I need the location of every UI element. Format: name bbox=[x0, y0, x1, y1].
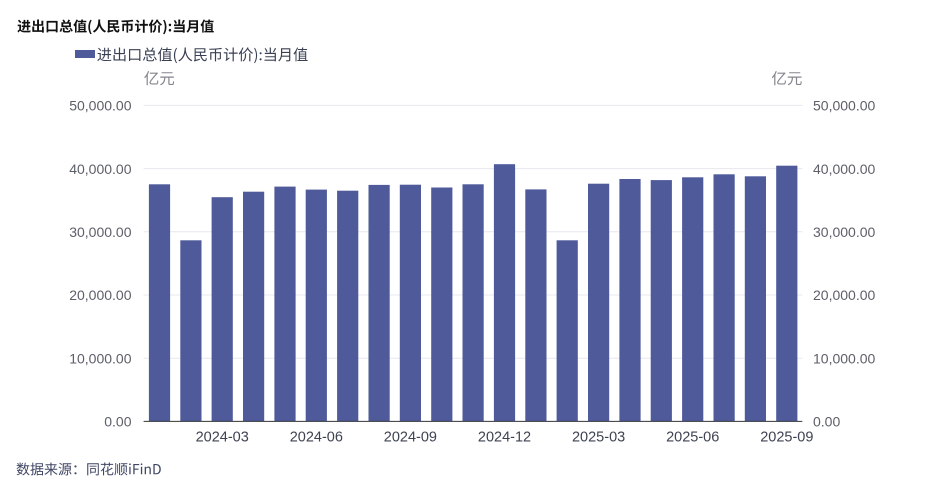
svg-text:2025-03: 2025-03 bbox=[572, 429, 625, 445]
svg-text:2024-06: 2024-06 bbox=[290, 429, 343, 445]
svg-text:30,000.00: 30,000.00 bbox=[69, 224, 131, 240]
svg-text:30,000.00: 30,000.00 bbox=[813, 224, 875, 240]
svg-text:40,000.00: 40,000.00 bbox=[813, 161, 875, 177]
svg-text:10,000.00: 10,000.00 bbox=[813, 350, 875, 366]
svg-text:2024-12: 2024-12 bbox=[478, 429, 531, 445]
svg-text:20,000.00: 20,000.00 bbox=[69, 287, 131, 303]
svg-text:40,000.00: 40,000.00 bbox=[69, 161, 131, 177]
svg-text:50,000.00: 50,000.00 bbox=[813, 98, 875, 114]
svg-text:10,000.00: 10,000.00 bbox=[69, 350, 131, 366]
svg-text:0.00: 0.00 bbox=[813, 414, 840, 430]
svg-text:2024-03: 2024-03 bbox=[196, 429, 249, 445]
svg-text:2024-09: 2024-09 bbox=[384, 429, 437, 445]
svg-text:50,000.00: 50,000.00 bbox=[69, 98, 131, 114]
svg-text:0.00: 0.00 bbox=[104, 414, 131, 430]
svg-text:2025-09: 2025-09 bbox=[760, 429, 813, 445]
svg-text:20,000.00: 20,000.00 bbox=[813, 287, 875, 303]
svg-text:2025-06: 2025-06 bbox=[666, 429, 719, 445]
